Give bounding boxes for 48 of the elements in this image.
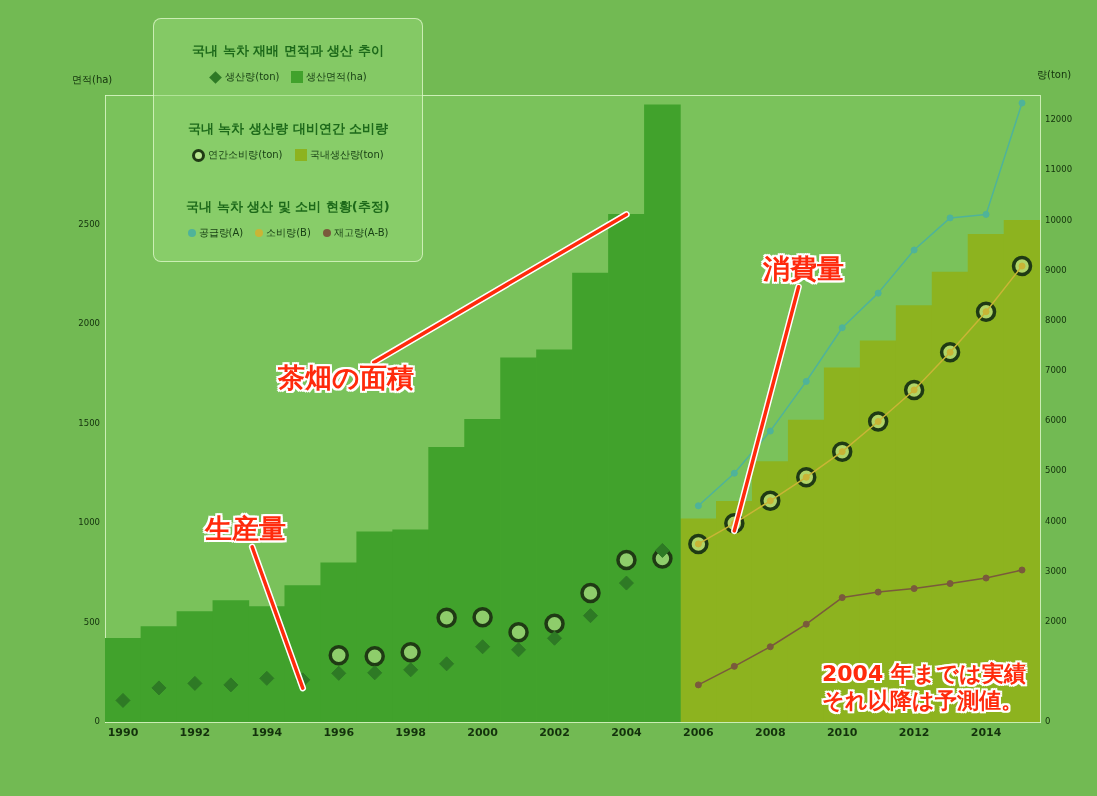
x-tick-label: 2008 [754,726,786,740]
annotation: 消費量 [762,252,844,285]
legend-label: 국내생산량(ton) [309,148,384,162]
x-tick-label: 2000 [467,726,499,740]
legend-label: 연간소비량(ton) [208,148,283,162]
y2-tick-label: 4000 [1045,515,1067,526]
y2-tick-label: 11000 [1045,164,1073,175]
legend-label: 생산면적(ha) [306,70,367,84]
y-tick-label: 0 [94,716,100,727]
legend-label: 공급량(A) [198,226,244,240]
y2-tick-label: 6000 [1045,415,1067,426]
x-tick-label: 2004 [611,726,643,740]
x-tick-label: 1998 [395,726,426,740]
y-tick-label: 2500 [78,218,100,229]
y-tick-label: 1000 [78,517,100,528]
y2-tick-label: 3000 [1045,565,1067,576]
legend-label: 소비량(B) [266,226,311,240]
annotation: 국내 녹차 생산 및 소비 현황(추정) [186,198,390,216]
x-tick-label: 2006 [683,726,715,740]
x-tick-label: 2014 [970,726,1002,740]
legend-label: 생산량(ton) [225,70,280,84]
x-tick-label: 2010 [826,726,858,740]
y2-tick-label: 8000 [1045,314,1067,325]
x-tick-label: 2002 [539,726,570,740]
text: 국내 녹차 재배 면적과 생산 추이 [192,42,384,60]
y2-tick-label: 0 [1045,716,1051,727]
y2-tick-label: 2000 [1045,615,1067,626]
y2-axis-title: 량(ton) [1037,68,1072,82]
x-tick-label: 1990 [107,726,139,740]
y2-tick-label: 10000 [1045,214,1073,225]
y-tick-label: 1500 [78,417,100,428]
annotation: 茶畑の面積 [278,362,415,395]
x-tick-label: 2012 [898,726,930,740]
x-tick-label: 1994 [251,726,283,740]
y2-tick-label: 9000 [1045,264,1067,275]
x-tick-label: 1996 [323,726,355,740]
y-tick-label: 2000 [78,318,100,329]
y2-tick-label: 7000 [1045,365,1067,376]
y-tick-label: 500 [83,616,100,627]
legend-label: 재고량(A-B) [333,226,389,240]
y2-tick-label: 5000 [1045,465,1067,476]
annotation: それ以降は予測値。 [822,687,1023,714]
annotation: 국내 녹차 생산량 대비연간 소비량 [187,120,389,138]
annotation: 2004 年までは実績 [822,660,1026,687]
y-axis-title: 면적(ha) [72,73,113,87]
x-tick-label: 1992 [179,726,211,740]
annotation: 生産量 [205,513,287,546]
y2-tick-label: 12000 [1045,114,1073,125]
